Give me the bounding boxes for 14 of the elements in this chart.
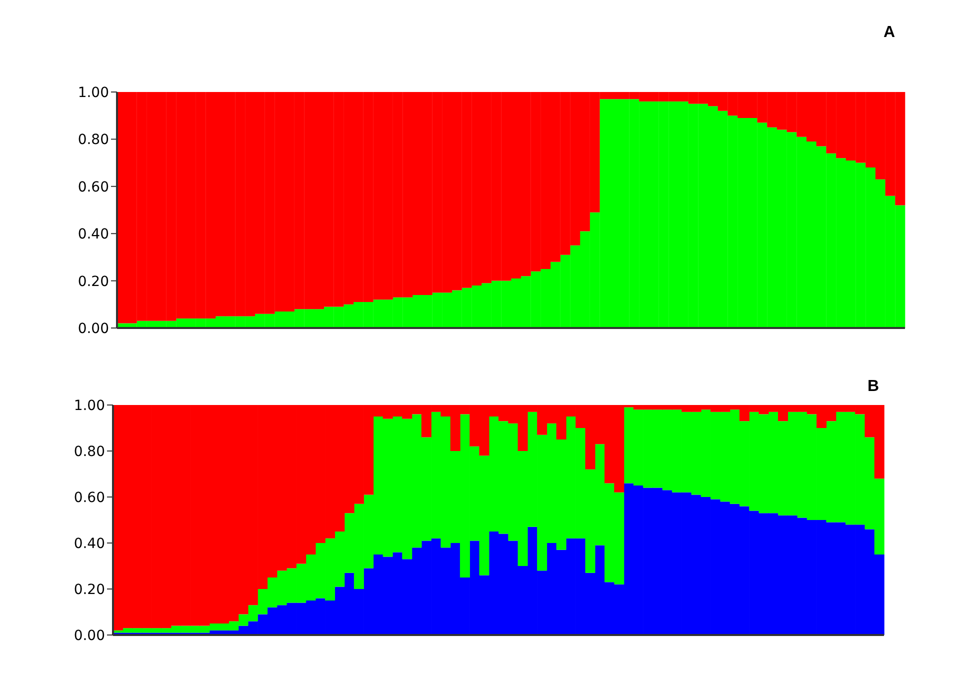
y-tick-label: 0.60: [74, 490, 105, 506]
y-tick-label: 0.80: [74, 444, 105, 460]
y-tick-label: 0.40: [78, 226, 109, 243]
y-tick-label: 1.00: [78, 84, 109, 101]
y-tick-label: 0.20: [74, 582, 105, 598]
y-tick-label: 0.40: [74, 536, 105, 552]
y-tick-label: 0.80: [78, 132, 109, 148]
y-tick-label: 0.00: [78, 320, 109, 337]
y-tick-label: 0.00: [74, 628, 105, 644]
chart-title: A: [883, 24, 895, 42]
y-tick-label: 1.00: [74, 398, 105, 414]
y-tick-label: 0.20: [78, 274, 109, 290]
y-tick-label: 0.60: [78, 179, 109, 196]
chart-title: B: [867, 378, 879, 396]
